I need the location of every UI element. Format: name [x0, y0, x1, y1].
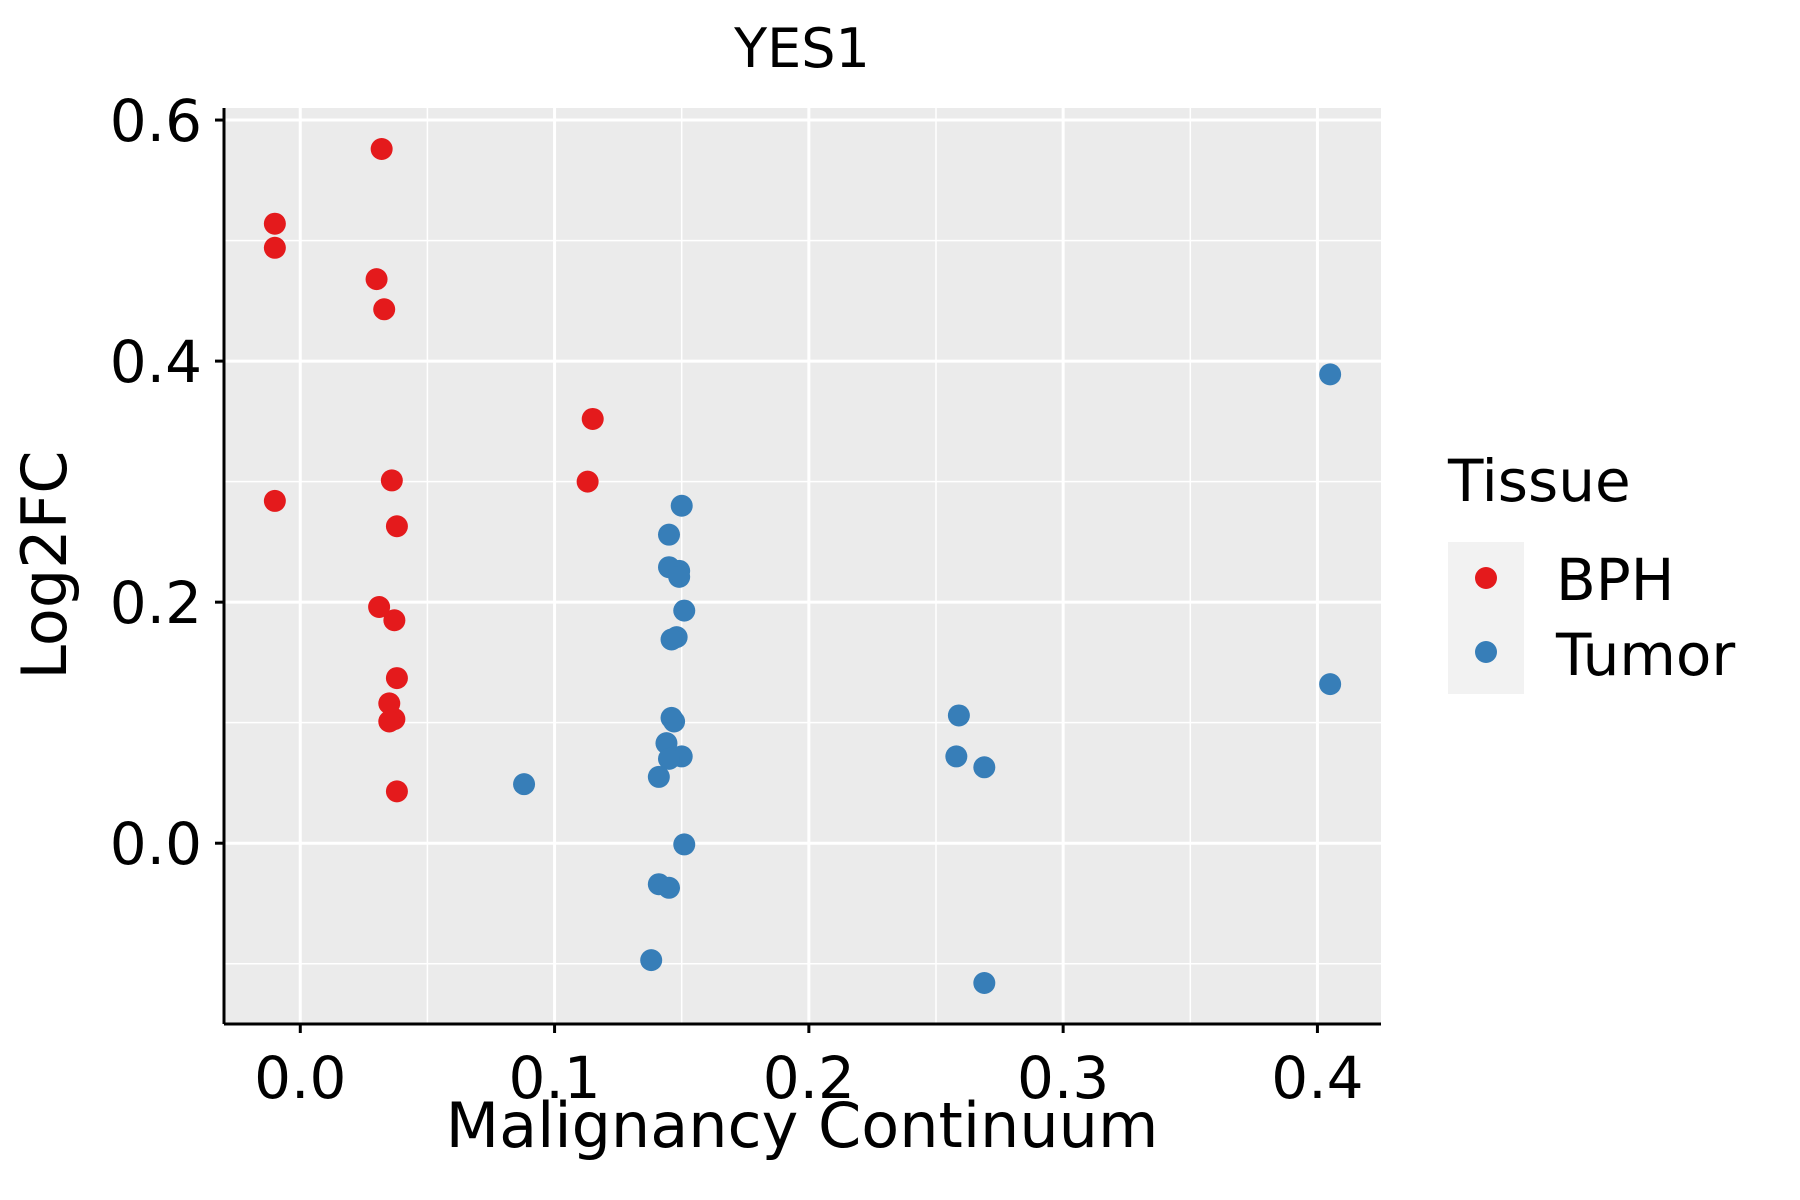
data-point-tumor — [640, 949, 663, 972]
data-point-tumor — [658, 747, 680, 770]
data-point-tumor — [945, 745, 968, 768]
data-point-bph — [581, 407, 604, 430]
data-point-bph — [263, 489, 286, 512]
data-point-bph — [365, 268, 388, 291]
y-tick-label: 0.4 — [110, 328, 202, 396]
x-tick-label: 0.0 — [254, 1044, 346, 1112]
data-point-bph — [385, 780, 408, 803]
chart-title: YES1 — [733, 17, 870, 80]
data-point-tumor — [973, 972, 996, 995]
legend-title: Tissue — [1447, 447, 1631, 515]
axes: 0.0 0.1 0.2 0.3 0.4 0.0 0.2 0.4 0.6 — [110, 87, 1381, 1112]
data-point-bph — [385, 515, 408, 538]
data-point-bph — [378, 710, 401, 733]
x-tick-label: 0.2 — [763, 1044, 855, 1112]
data-point-tumor — [660, 628, 683, 651]
data-point-tumor — [947, 704, 970, 727]
data-point-tumor — [663, 710, 686, 733]
data-point-tumor — [1319, 363, 1342, 386]
data-point-bph — [383, 609, 406, 632]
x-tick-label: 0.4 — [1271, 1044, 1363, 1112]
y-axis-title: Log2FC — [8, 450, 81, 679]
data-point-bph — [380, 469, 403, 492]
grid-major — [224, 108, 1381, 1024]
panel-background — [224, 108, 1381, 1024]
y-tick-label: 0.2 — [110, 569, 202, 637]
x-tick-label: 0.1 — [508, 1044, 600, 1112]
grid-minor — [224, 108, 1381, 1024]
y-axis-ticks: 0.0 0.2 0.4 0.6 — [110, 87, 224, 878]
x-tick-label: 0.3 — [1017, 1044, 1109, 1112]
legend-key-tumor — [1475, 641, 1497, 663]
y-tick-label: 0.6 — [110, 87, 202, 155]
data-point-bph — [373, 298, 396, 321]
data-point-bph — [263, 212, 286, 235]
legend-label-tumor: Tumor — [1555, 621, 1735, 689]
data-points — [263, 137, 1342, 995]
data-point-tumor — [658, 876, 680, 899]
legend: Tissue BPH Tumor — [1447, 447, 1735, 694]
x-axis-title: Malignancy Continuum — [446, 1089, 1159, 1162]
data-point-tumor — [513, 773, 536, 796]
data-point-tumor — [658, 523, 680, 546]
y-tick-label: 0.0 — [110, 810, 202, 878]
legend-label-bph: BPH — [1556, 546, 1674, 614]
data-point-tumor — [1319, 673, 1342, 696]
data-point-bph — [385, 667, 408, 690]
data-point-bph — [370, 137, 393, 160]
data-point-bph — [263, 236, 286, 259]
data-point-tumor — [647, 765, 670, 788]
data-point-tumor — [673, 833, 696, 856]
legend-key-bph — [1475, 567, 1497, 589]
data-point-bph — [576, 470, 599, 493]
data-point-tumor — [670, 494, 693, 517]
data-point-tumor — [973, 756, 996, 779]
plot-panel — [224, 108, 1381, 1024]
data-point-tumor — [673, 599, 696, 622]
data-point-bph — [368, 595, 391, 618]
x-axis-ticks: 0.0 0.1 0.2 0.3 0.4 — [254, 1024, 1364, 1112]
data-point-tumor — [668, 565, 691, 588]
